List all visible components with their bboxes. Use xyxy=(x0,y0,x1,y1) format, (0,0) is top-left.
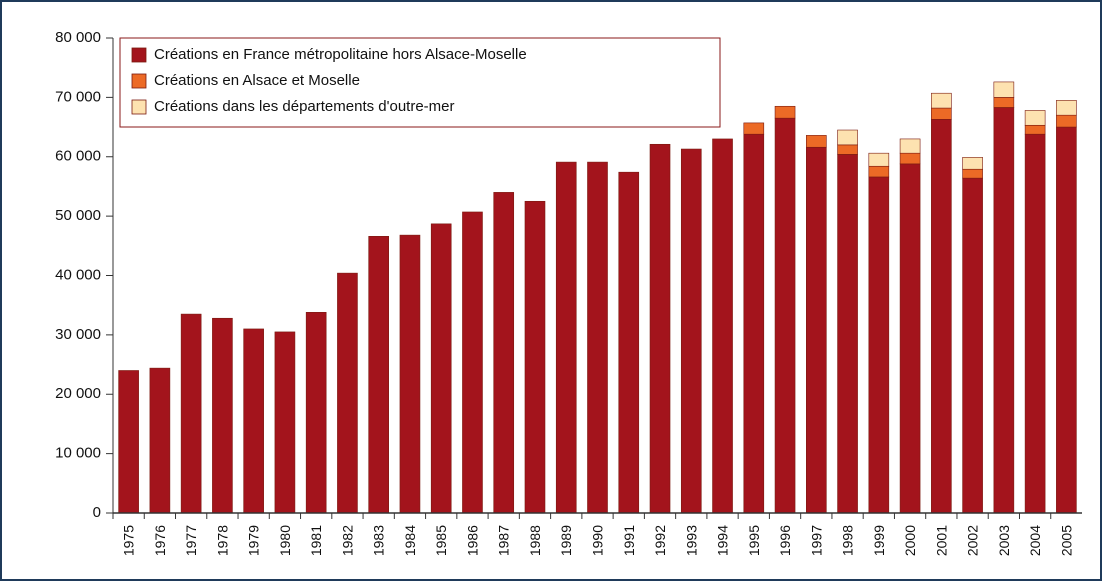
x-tick-label: 1992 xyxy=(652,525,668,556)
y-tick-label: 80 000 xyxy=(55,29,101,46)
bar-segment xyxy=(680,148,702,514)
legend-swatch xyxy=(131,99,147,115)
legend-label: Créations en France métropolitaine hors … xyxy=(154,46,527,63)
bar-segment xyxy=(962,157,983,170)
bar-segment xyxy=(462,211,483,514)
x-tick-label: 1994 xyxy=(715,525,731,556)
x-tick-label: 1995 xyxy=(746,525,762,556)
x-tick-label: 1997 xyxy=(808,525,824,556)
bar-segment xyxy=(743,122,765,135)
legend-swatch xyxy=(131,73,147,89)
bar-segment xyxy=(899,163,921,514)
bar-segment xyxy=(305,312,327,514)
x-tick-label: 1975 xyxy=(121,525,137,556)
bar-segment xyxy=(1056,126,1077,514)
legend-label: Créations dans les départements d'outre-… xyxy=(154,98,455,115)
bar-segment xyxy=(368,236,389,514)
x-tick-label: 1986 xyxy=(464,525,480,556)
bar-segment xyxy=(493,192,515,514)
bar-segment xyxy=(899,138,921,154)
bar-segment xyxy=(806,135,827,148)
bar-segment xyxy=(1024,124,1046,135)
bar-segment xyxy=(649,143,671,514)
y-tick-label: 70 000 xyxy=(55,88,101,105)
bar-segment xyxy=(837,144,858,155)
bar-segment xyxy=(868,165,890,178)
bar-segment xyxy=(587,161,608,514)
bar-segment xyxy=(962,177,983,514)
bar-segment xyxy=(274,331,296,514)
bar-segment xyxy=(993,81,1015,98)
bar-segment xyxy=(1056,100,1077,116)
x-tick-label: 1983 xyxy=(371,525,387,556)
bar-segment xyxy=(806,146,827,514)
x-tick-label: 1998 xyxy=(840,525,856,556)
y-tick-label: 50 000 xyxy=(55,207,101,224)
bar-segment xyxy=(555,161,577,514)
y-tick-label: 10 000 xyxy=(55,445,101,462)
bar-segment xyxy=(837,154,858,514)
x-tick-label: 1993 xyxy=(683,525,699,556)
bar-segment xyxy=(524,200,546,514)
legend-swatch xyxy=(131,47,147,63)
bar-segment xyxy=(180,313,202,514)
bar-segment xyxy=(149,367,171,514)
x-tick-label: 2002 xyxy=(965,525,981,556)
x-tick-label: 1977 xyxy=(183,525,199,556)
bar-segment xyxy=(743,133,765,514)
bar-segment xyxy=(931,119,952,514)
bar-segment xyxy=(993,97,1015,108)
y-tick-label: 0 xyxy=(93,504,101,521)
x-tick-label: 2001 xyxy=(933,525,949,556)
bar-segment xyxy=(618,171,640,514)
bar-segment xyxy=(1024,110,1046,126)
bar-segment xyxy=(931,107,952,120)
bar-segment xyxy=(399,234,421,514)
x-tick-label: 1984 xyxy=(402,525,418,556)
x-tick-label: 1996 xyxy=(777,525,793,556)
x-tick-label: 1985 xyxy=(433,525,449,556)
bar-segment xyxy=(899,152,921,165)
y-tick-label: 20 000 xyxy=(55,385,101,402)
bar-segment xyxy=(868,152,890,167)
x-tick-label: 2004 xyxy=(1027,525,1043,556)
bar-segment xyxy=(962,168,983,179)
bar-segment xyxy=(774,105,796,119)
bar-segment xyxy=(837,129,858,146)
y-tick-label: 60 000 xyxy=(55,148,101,165)
x-tick-label: 1976 xyxy=(152,525,168,556)
x-tick-label: 1988 xyxy=(527,525,543,556)
x-tick-label: 1979 xyxy=(246,525,262,556)
bar-segment xyxy=(931,92,952,109)
y-tick-label: 30 000 xyxy=(55,326,101,343)
x-tick-label: 2003 xyxy=(996,525,1012,556)
bar-segment xyxy=(243,328,264,514)
x-tick-label: 1991 xyxy=(621,525,637,556)
x-tick-label: 1999 xyxy=(871,525,887,556)
x-tick-label: 1990 xyxy=(590,525,606,556)
x-tick-label: 1982 xyxy=(339,525,355,556)
bar-segment xyxy=(1056,114,1077,128)
bar-segment xyxy=(1024,133,1046,514)
x-tick-label: 1989 xyxy=(558,525,574,556)
y-tick-label: 40 000 xyxy=(55,266,101,283)
x-tick-label: 2000 xyxy=(902,525,918,556)
x-tick-label: 1987 xyxy=(496,525,512,556)
legend-box xyxy=(119,37,721,128)
bar-segment xyxy=(212,317,233,514)
legend-label: Créations en Alsace et Moselle xyxy=(154,72,360,89)
bar-segment xyxy=(774,117,796,514)
x-tick-label: 1980 xyxy=(277,525,293,556)
bar-segment xyxy=(430,223,452,514)
x-tick-label: 2005 xyxy=(1058,525,1074,556)
bar-segment xyxy=(993,107,1015,514)
x-tick-label: 1978 xyxy=(214,525,230,556)
bar-segment xyxy=(118,370,139,514)
bar-segment xyxy=(712,138,733,514)
bar-segment xyxy=(337,272,358,514)
bar-segment xyxy=(868,176,890,514)
x-tick-label: 1981 xyxy=(308,525,324,556)
